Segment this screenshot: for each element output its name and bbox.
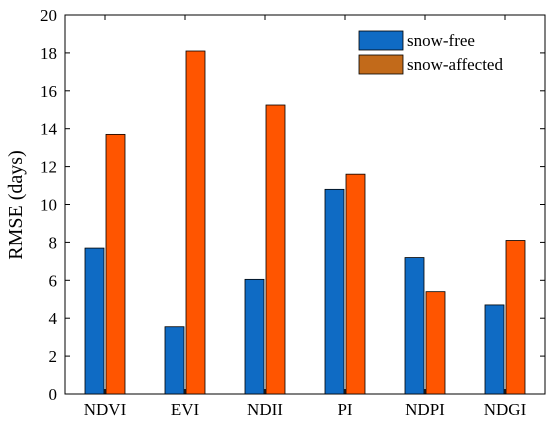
bar-snow-affected [105, 133, 126, 395]
bar-snow-free [84, 247, 105, 395]
y-tick-label: 10 [40, 196, 57, 215]
bar-snow-free [324, 188, 345, 395]
x-tick-label: NDGI [484, 400, 527, 419]
bar-snow-affected [425, 291, 446, 395]
y-tick-label: 12 [40, 158, 57, 177]
y-axis-title: RMSE (days) [5, 150, 27, 259]
y-tick-label: 16 [40, 82, 57, 101]
y-tick-label: 8 [49, 233, 58, 252]
bar-snow-free [164, 326, 185, 395]
x-tick-label: NDII [247, 400, 283, 419]
legend-label-snow-affected: snow-affected [407, 55, 503, 74]
y-tick-label: 0 [49, 385, 58, 404]
bar-snow-affected [345, 173, 366, 395]
x-tick-label: PI [337, 400, 352, 419]
legend-swatch-snow-free [358, 30, 404, 51]
y-tick-label: 20 [40, 6, 57, 25]
bar-snow-free [244, 278, 265, 395]
y-tick-label: 6 [49, 271, 58, 290]
axes [64, 14, 546, 395]
bar-snow-affected [265, 104, 286, 395]
tick-labels: 0 2 4 6 8 10 12 14 16 18 20 NDVI EVI NDII PI NDPI NDGI [40, 6, 527, 419]
y-tick-label: 4 [49, 309, 58, 328]
y-tick-label: 2 [49, 347, 58, 366]
legend: snow-free snow-affected [358, 30, 503, 75]
legend-swatch-snow-affected [358, 54, 404, 75]
y-tick-label: 18 [40, 44, 57, 63]
legend-label-snow-free: snow-free [407, 31, 475, 50]
bar-snow-free [484, 304, 505, 395]
bars [84, 50, 526, 395]
x-tick-label: EVI [171, 400, 200, 419]
bar-snow-affected [505, 240, 526, 395]
bar-snow-free [404, 257, 425, 395]
y-tick-label: 14 [40, 120, 58, 139]
x-tick-label: NDPI [405, 400, 445, 419]
bar-snow-affected [185, 50, 206, 395]
x-tick-label: NDVI [84, 400, 127, 419]
